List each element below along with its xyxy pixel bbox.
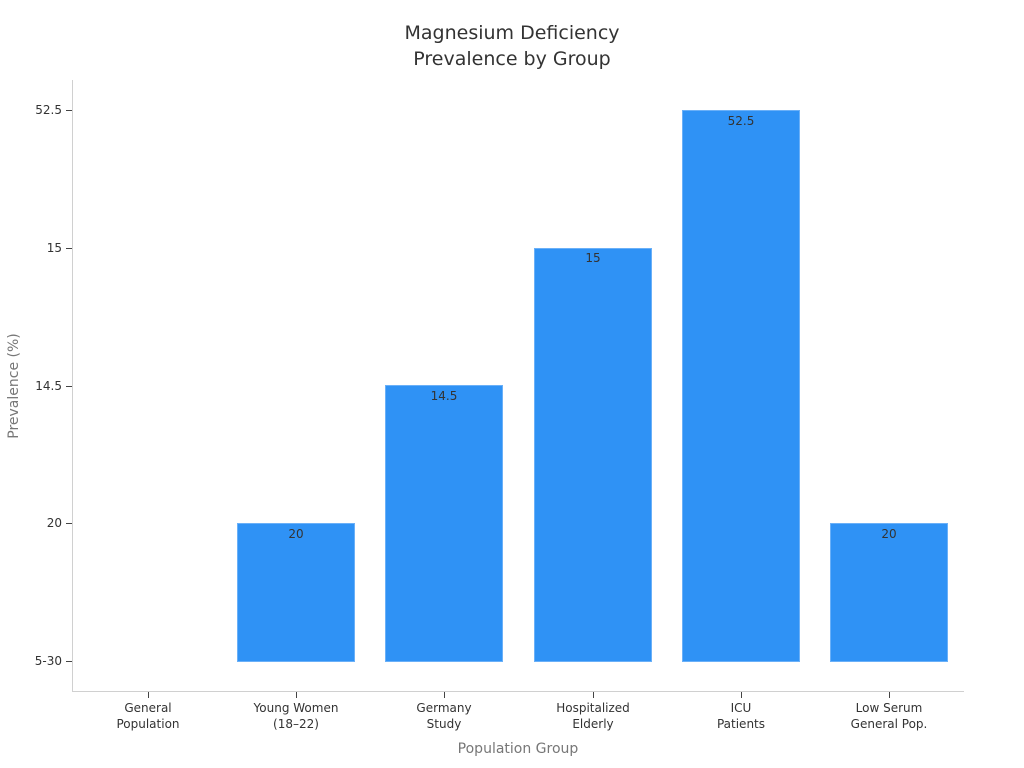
chart-title-line-1: Magnesium Deficiency (404, 22, 620, 44)
y-axis-line (72, 80, 73, 692)
x-tick-mark (593, 692, 594, 698)
x-tick-mark (444, 692, 445, 698)
x-tick-mark (741, 692, 742, 698)
x-tick-label: Hospitalized Elderly (523, 700, 663, 732)
bar-value-label: 15 (585, 251, 601, 265)
y-tick-mark (66, 386, 72, 387)
x-tick-label-line: Low Serum (855, 701, 923, 715)
y-tick-mark (66, 110, 72, 111)
bar-value-label: 52.5 (727, 114, 755, 128)
x-tick-label: General Population (78, 700, 218, 732)
x-tick-label: ICU Patients (671, 700, 811, 732)
y-tick-label: 5-30 (34, 654, 62, 668)
x-tick-label-line: ICU (730, 701, 752, 715)
y-tick-label: 15 (46, 241, 62, 255)
x-tick-label-line: Elderly (572, 717, 614, 731)
y-tick-mark (66, 661, 72, 662)
bar-value-label: 20 (288, 527, 304, 541)
x-tick-mark (889, 692, 890, 698)
x-tick-label: Young Women (18–22) (226, 700, 366, 732)
bar-hospitalized-elderly (534, 248, 652, 662)
bar-value-label: 20 (881, 527, 897, 541)
x-axis-title: Population Group (457, 741, 579, 757)
x-tick-label-line: Patients (716, 717, 766, 731)
y-axis-title: Prevalence (%) (6, 333, 22, 439)
x-tick-label-line: Study (426, 717, 462, 731)
x-tick-label-line: Population (116, 717, 180, 731)
chart-title-line-2: Prevalence by Group (413, 48, 611, 70)
x-tick-label-line: Germany (416, 701, 472, 715)
x-tick-mark (296, 692, 297, 698)
y-tick-label: 52.5 (35, 103, 62, 117)
x-tick-label-line: Young Women (253, 701, 339, 715)
x-tick-mark (148, 692, 149, 698)
x-tick-label-line: General Pop. (850, 717, 928, 731)
bar-value-label: 14.5 (430, 389, 458, 403)
x-tick-label-line: Hospitalized (556, 701, 630, 715)
bar-germany-study (385, 385, 503, 662)
x-axis-line (72, 691, 964, 692)
bar-low-serum (830, 523, 948, 662)
y-tick-label: 20 (46, 516, 62, 530)
bar-icu-patients (682, 110, 800, 662)
bar-young-women (237, 523, 355, 662)
y-tick-mark (66, 248, 72, 249)
y-tick-label: 14.5 (35, 379, 62, 393)
x-tick-label-line: (18–22) (273, 717, 319, 731)
x-tick-label-line: General (124, 701, 172, 715)
x-tick-label: Germany Study (374, 700, 514, 732)
y-tick-mark (66, 523, 72, 524)
x-tick-label: Low Serum General Pop. (819, 700, 959, 732)
